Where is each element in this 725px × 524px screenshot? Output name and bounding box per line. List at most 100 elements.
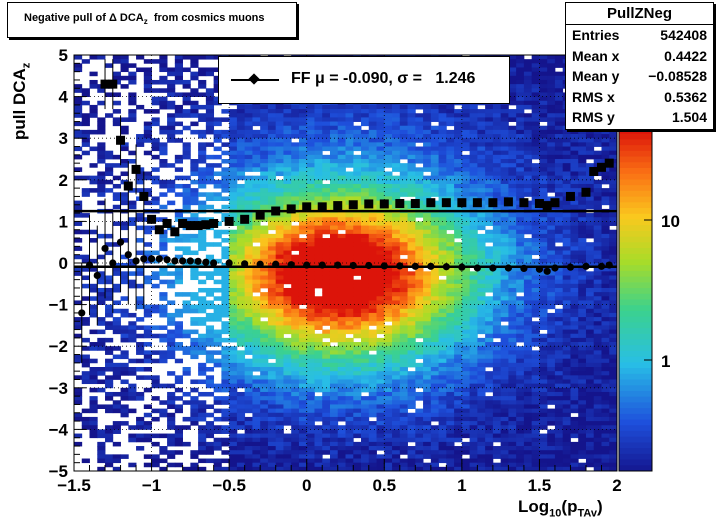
heatmap-cell bbox=[283, 421, 292, 426]
heatmap-cell bbox=[89, 308, 98, 314]
heatmap-cell bbox=[291, 437, 300, 443]
heatmap-cell bbox=[229, 242, 238, 247]
heatmap-cell bbox=[438, 358, 447, 364]
heatmap-cell bbox=[329, 192, 339, 197]
heatmap-cell bbox=[399, 450, 408, 455]
heatmap-cell bbox=[174, 279, 183, 285]
heatmap-cell bbox=[306, 333, 315, 339]
heatmap-cell bbox=[236, 329, 246, 335]
heatmap-cell bbox=[198, 217, 207, 222]
heatmap-cell bbox=[151, 179, 160, 185]
heatmap-cell bbox=[392, 304, 401, 310]
heatmap-cell bbox=[329, 179, 339, 185]
heatmap-cell bbox=[361, 462, 370, 468]
heatmap-cell bbox=[89, 371, 98, 376]
heatmap-cell bbox=[539, 292, 548, 297]
heatmap-cell bbox=[353, 109, 362, 114]
heatmap-cell bbox=[252, 267, 261, 272]
heatmap-cell bbox=[485, 321, 494, 326]
heatmap-cell bbox=[384, 279, 393, 285]
heatmap-cell bbox=[516, 175, 525, 181]
heatmap-cell bbox=[438, 213, 447, 218]
heatmap-cell bbox=[531, 213, 540, 218]
heatmap-cell bbox=[469, 441, 478, 447]
heatmap-cell bbox=[477, 367, 486, 372]
heatmap-cell bbox=[446, 321, 455, 326]
heatmap-cell bbox=[112, 117, 121, 122]
heatmap-cell bbox=[531, 100, 540, 106]
heatmap-cell bbox=[221, 267, 230, 272]
heatmap-cell bbox=[74, 67, 83, 73]
heatmap-cell bbox=[97, 450, 106, 455]
heatmap-cell bbox=[469, 109, 478, 114]
heatmap-cell bbox=[454, 312, 463, 318]
heatmap-cell bbox=[516, 79, 525, 85]
heatmap-cell bbox=[477, 312, 486, 318]
heatmap-cell bbox=[136, 267, 145, 272]
heatmap-cell bbox=[523, 92, 533, 97]
heatmap-cell bbox=[182, 367, 191, 372]
heatmap-cell bbox=[392, 312, 401, 318]
heatmap-cell bbox=[143, 454, 152, 459]
heatmap-cell bbox=[306, 292, 315, 297]
heatmap-cell bbox=[244, 321, 253, 326]
heatmap-cell bbox=[229, 337, 238, 343]
heatmap-cell bbox=[291, 233, 300, 239]
heatmap-cell bbox=[376, 271, 385, 276]
heatmap-cell bbox=[539, 287, 548, 293]
heatmap-cell bbox=[291, 433, 300, 439]
heatmap-cell bbox=[322, 217, 331, 222]
heatmap-cell bbox=[151, 396, 160, 401]
heatmap-cell bbox=[182, 196, 191, 201]
heatmap-cell bbox=[547, 96, 556, 102]
heatmap-cell bbox=[446, 296, 455, 301]
heatmap-cell bbox=[516, 312, 525, 318]
heatmap-cell bbox=[469, 312, 478, 318]
heatmap-cell bbox=[500, 279, 509, 285]
heatmap-cell bbox=[182, 79, 191, 85]
heatmap-cell bbox=[485, 275, 494, 281]
heatmap-cell bbox=[469, 263, 478, 268]
heatmap-cell bbox=[454, 425, 463, 430]
heatmap-cell bbox=[508, 458, 517, 464]
heatmap-cell bbox=[353, 358, 362, 364]
heatmap-cell bbox=[423, 279, 432, 285]
heatmap-cell bbox=[399, 213, 408, 218]
heatmap-cell bbox=[329, 121, 339, 127]
heatmap-cell bbox=[415, 113, 424, 118]
heatmap-cell bbox=[430, 213, 439, 218]
heatmap-cell bbox=[205, 429, 215, 434]
heatmap-cell bbox=[322, 287, 331, 293]
heatmap-cell bbox=[454, 188, 463, 193]
heatmap-cell bbox=[283, 154, 292, 160]
heatmap-cell bbox=[143, 121, 152, 127]
heatmap-cell bbox=[469, 371, 478, 376]
heatmap-cell bbox=[306, 233, 315, 239]
heatmap-cell bbox=[213, 163, 222, 168]
heatmap-cell bbox=[547, 163, 556, 168]
heatmap-cell bbox=[516, 287, 525, 293]
heatmap-cell bbox=[314, 150, 323, 156]
heatmap-cell bbox=[229, 146, 238, 152]
heatmap-cell bbox=[368, 192, 377, 197]
heatmap-cell bbox=[314, 466, 323, 471]
heatmap-cell bbox=[523, 362, 533, 368]
heatmap-cell bbox=[291, 196, 300, 201]
heatmap-cell bbox=[291, 408, 300, 414]
heatmap-cell bbox=[244, 416, 253, 422]
heatmap-cell bbox=[392, 175, 401, 181]
heatmap-cell bbox=[547, 171, 556, 177]
heatmap-cell bbox=[392, 408, 401, 414]
heatmap-cell bbox=[190, 292, 199, 297]
heatmap-cell bbox=[361, 283, 370, 289]
heatmap-cell bbox=[314, 254, 323, 260]
heatmap-cell bbox=[477, 129, 486, 135]
heatmap-cell bbox=[384, 387, 393, 393]
heatmap-cell bbox=[539, 425, 548, 430]
heatmap-cell bbox=[314, 171, 323, 177]
heatmap-cell bbox=[329, 242, 339, 247]
heatmap-cell bbox=[205, 258, 215, 264]
heatmap-cell bbox=[267, 196, 277, 201]
heatmap-cell bbox=[198, 79, 207, 85]
heatmap-cell bbox=[446, 466, 455, 471]
